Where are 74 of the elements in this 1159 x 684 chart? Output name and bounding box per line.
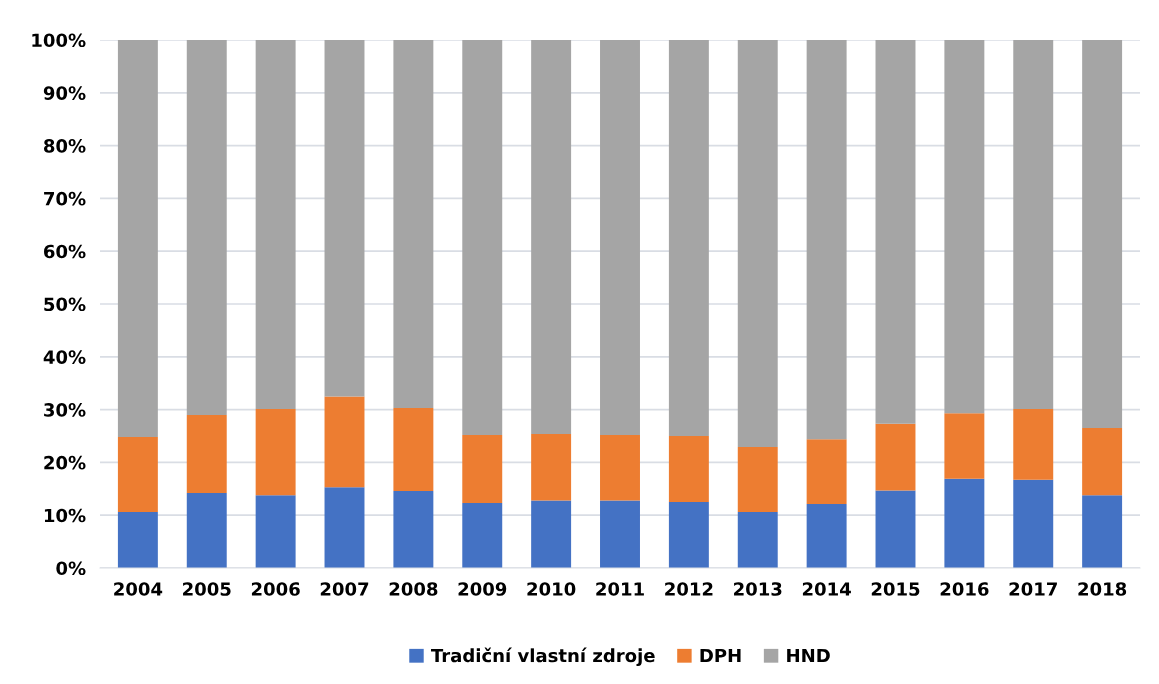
x-tick-label: 2015: [871, 582, 920, 596]
bar: [117, 40, 158, 438]
bar: [1013, 409, 1054, 480]
x-tick-label: 2011: [596, 582, 644, 596]
bar: [1082, 428, 1123, 496]
bar: [186, 493, 227, 568]
bar: [737, 40, 778, 448]
x-tick-label: 2010: [527, 582, 576, 596]
bar: [393, 40, 434, 409]
x-tick-label: 2016: [940, 582, 989, 596]
x-tick-label: 2014: [802, 582, 851, 596]
bar: [393, 490, 434, 568]
y-tick-label: 0%: [56, 561, 86, 576]
x-tick-label: 2009: [458, 582, 507, 596]
bar: [255, 495, 296, 568]
bar: [1082, 40, 1123, 429]
x-tick-label: 2017: [1009, 582, 1057, 596]
bar: [1013, 479, 1054, 568]
bar: [944, 40, 985, 414]
y-tick-label: 40%: [43, 350, 86, 364]
bar: [117, 437, 158, 513]
bar: [944, 413, 985, 479]
x-tick-label: 2004: [114, 582, 163, 596]
bar: [875, 490, 916, 568]
bar: [668, 502, 709, 568]
x-tick-label: 2013: [734, 582, 782, 596]
bar: [117, 512, 158, 568]
bar: [324, 40, 365, 397]
bar: [186, 40, 227, 415]
bar: [531, 40, 572, 434]
x-tick-label: 2018: [1078, 582, 1127, 596]
bar: [600, 434, 640, 501]
bar: [1082, 495, 1123, 568]
bar: [806, 439, 847, 505]
legend-label: Tradiční vlastní zdroje: [431, 647, 655, 666]
x-tick-label: 2007: [320, 582, 369, 596]
bar: [875, 423, 916, 491]
bar: [1013, 40, 1054, 410]
y-tick-label: 100%: [32, 33, 86, 48]
bar: [737, 447, 778, 513]
y-tick-label: 60%: [44, 244, 86, 259]
bar: [875, 40, 916, 424]
bar: [944, 478, 985, 568]
bar: [393, 408, 434, 491]
legend-label: HND: [787, 648, 830, 663]
y-tick-label: 30%: [44, 403, 86, 417]
bar: [186, 414, 227, 494]
y-tick-label: 20%: [44, 455, 86, 470]
y-tick-label: 50%: [44, 297, 86, 312]
x-tick-label: 2012: [665, 582, 713, 596]
bar: [806, 504, 847, 568]
bar: [255, 409, 296, 496]
bar: [324, 487, 365, 568]
bar: [462, 503, 503, 568]
bar: [255, 40, 296, 410]
x-tick-label: 2005: [183, 582, 231, 596]
legend-label: DPH: [700, 648, 741, 663]
bar: [600, 500, 640, 568]
bar: [531, 433, 572, 501]
bar: [600, 40, 640, 435]
bar: [737, 512, 778, 568]
bar: [462, 434, 503, 504]
bar: [324, 396, 365, 488]
bar: [462, 40, 503, 435]
x-tick-label: 2006: [251, 582, 300, 596]
x-tick-label: 2008: [389, 582, 438, 596]
bar: [806, 40, 847, 440]
y-tick-label: 70%: [44, 191, 86, 206]
y-tick-label: 80%: [44, 139, 86, 153]
bar: [668, 40, 709, 436]
y-tick-label: 90%: [43, 86, 86, 100]
bar: [531, 500, 572, 568]
bar: [668, 436, 709, 502]
y-tick-label: 10%: [44, 508, 86, 523]
